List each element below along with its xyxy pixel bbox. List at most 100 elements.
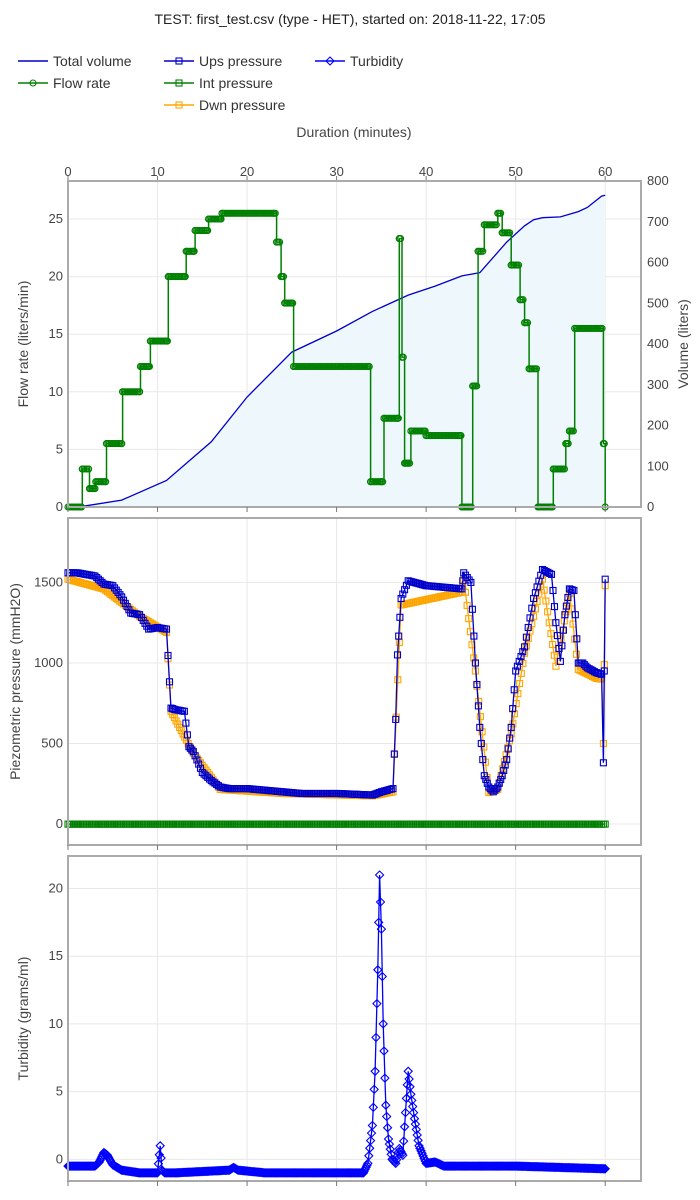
ups-pressure-point bbox=[510, 686, 518, 694]
turbidity-point bbox=[384, 1139, 395, 1149]
pressure-frame bbox=[67, 517, 642, 846]
turbidity-point bbox=[375, 897, 386, 907]
ups-pressure-point bbox=[600, 667, 608, 675]
ups-pressure-point bbox=[465, 576, 473, 584]
turbidity-frame bbox=[67, 855, 642, 1182]
turbidity-point bbox=[382, 1122, 393, 1133]
x-tick-label: 40 bbox=[419, 164, 433, 179]
turbidity-point bbox=[377, 971, 388, 982]
volume-y-tick-label: 800 bbox=[647, 173, 669, 188]
dwn-pressure-point bbox=[470, 654, 478, 662]
turbidity-point bbox=[596, 1163, 606, 1174]
ups-pressure-point bbox=[463, 574, 471, 582]
ups-pressure-point bbox=[468, 605, 476, 613]
chart-title: TEST: first_test.csv (type - HET), start… bbox=[154, 11, 545, 27]
turbidity-point bbox=[380, 1073, 390, 1083]
turbidity-point bbox=[369, 1084, 379, 1095]
turbidity-point bbox=[104, 1154, 115, 1164]
volume-y-tick-label: 0 bbox=[647, 499, 654, 514]
turbidity-point bbox=[103, 1152, 114, 1162]
ups-pressure-point bbox=[182, 719, 190, 727]
int-pressure-point bbox=[601, 820, 609, 828]
dwn-pressure-point bbox=[465, 615, 473, 623]
dwn-pressure-point bbox=[572, 650, 581, 658]
volume-y-tick-label: 600 bbox=[647, 255, 669, 270]
pressure-y-axis-title: Piezometric pressure (mmH2O) bbox=[7, 583, 23, 780]
flow-rate-point bbox=[497, 209, 505, 217]
ups-pressure-point bbox=[98, 578, 106, 586]
dwn-pressure-point bbox=[476, 713, 484, 721]
ups-pressure-point bbox=[482, 775, 490, 784]
ups-pressure-point bbox=[495, 779, 503, 787]
ups-pressure-point bbox=[461, 571, 470, 579]
volume-y-tick-label: 300 bbox=[647, 377, 669, 392]
ups-pressure-point bbox=[393, 651, 402, 659]
ups-pressure-point bbox=[164, 651, 172, 660]
flow-rate-point bbox=[479, 247, 487, 255]
flow-rate-point bbox=[524, 319, 532, 327]
turbidity-y-axis-title: Turbidity (grams/ml) bbox=[15, 957, 31, 1081]
dwn-pressure-point bbox=[516, 679, 524, 688]
x-tick-label: 30 bbox=[329, 164, 343, 179]
turbidity-point bbox=[415, 1143, 425, 1154]
flow-rate-point bbox=[279, 273, 288, 281]
turbidity-point bbox=[408, 1107, 419, 1118]
ups-pressure-point bbox=[183, 731, 191, 739]
int-pressure-markers bbox=[64, 820, 609, 828]
ups-pressure-point bbox=[389, 785, 397, 793]
turbidity-point bbox=[398, 1136, 409, 1146]
turbidity-y-tick-label: 0 bbox=[56, 1151, 63, 1166]
legend-dwn-pressure: Dwn pressure bbox=[164, 97, 286, 113]
ups-pressure-point bbox=[196, 764, 205, 772]
ups-pressure-point bbox=[368, 791, 376, 799]
volume-y-tick-label: 500 bbox=[647, 295, 669, 310]
ups-pressure-point bbox=[544, 568, 552, 576]
pressure-y-tick-label: 1000 bbox=[34, 655, 63, 670]
ups-pressure-point bbox=[509, 705, 517, 713]
ups-pressure-point bbox=[546, 569, 554, 577]
legend-total-volume: Total volume bbox=[18, 53, 132, 69]
flow-rate-point bbox=[569, 427, 577, 435]
flow-y-tick-label: 10 bbox=[49, 384, 63, 399]
flow-rate-point bbox=[598, 324, 606, 332]
ups-pressure-point bbox=[524, 623, 532, 632]
volume-y-tick-label: 400 bbox=[647, 336, 669, 351]
turbidity-point bbox=[363, 1158, 373, 1169]
flow-rate-point bbox=[163, 337, 171, 345]
ups-pressure-point bbox=[460, 569, 468, 577]
turbidity-point bbox=[364, 1151, 374, 1161]
pressure-y-tick-label: 500 bbox=[41, 736, 63, 751]
flow-rate-point bbox=[365, 362, 373, 371]
turbidity-point bbox=[409, 1113, 420, 1124]
turbidity-point bbox=[412, 1130, 422, 1140]
ups-pressure-point bbox=[477, 739, 485, 748]
ups-pressure-point bbox=[513, 662, 521, 670]
dwn-pressure-point bbox=[394, 676, 402, 684]
turbidity-point bbox=[400, 1107, 411, 1118]
turbidity-point bbox=[407, 1101, 418, 1112]
turbidity-point bbox=[148, 1168, 159, 1178]
turbidity-point bbox=[407, 1095, 417, 1106]
ups-pressure-point bbox=[116, 591, 124, 599]
turbidity-point bbox=[367, 1120, 378, 1131]
turbidity-point bbox=[374, 870, 385, 880]
ups-pressure-point bbox=[471, 659, 479, 667]
dwn-pressure-point bbox=[514, 690, 522, 698]
flow-rate-point bbox=[519, 296, 527, 304]
legend-turbidity-label: Turbidity bbox=[350, 53, 403, 69]
turbidity-point bbox=[102, 1150, 113, 1161]
flow-rate-point bbox=[394, 414, 402, 422]
flow-rate-point bbox=[118, 440, 126, 448]
flow-y-tick-label: 0 bbox=[56, 499, 63, 514]
turbidity-point bbox=[149, 1168, 160, 1178]
flow-rate-point bbox=[204, 226, 212, 235]
ups-pressure-point bbox=[601, 575, 609, 583]
ups-pressure-point bbox=[195, 760, 203, 768]
ups-pressure-point bbox=[559, 626, 567, 634]
turbidity-point bbox=[406, 1089, 416, 1100]
ups-pressure-point bbox=[517, 652, 525, 661]
turbidity-point bbox=[396, 1147, 406, 1157]
legend: Total volume Flow rate Ups pressure Int pre… bbox=[18, 53, 403, 113]
ups-pressure-point bbox=[500, 766, 508, 774]
dwn-pressure-point bbox=[522, 642, 530, 650]
